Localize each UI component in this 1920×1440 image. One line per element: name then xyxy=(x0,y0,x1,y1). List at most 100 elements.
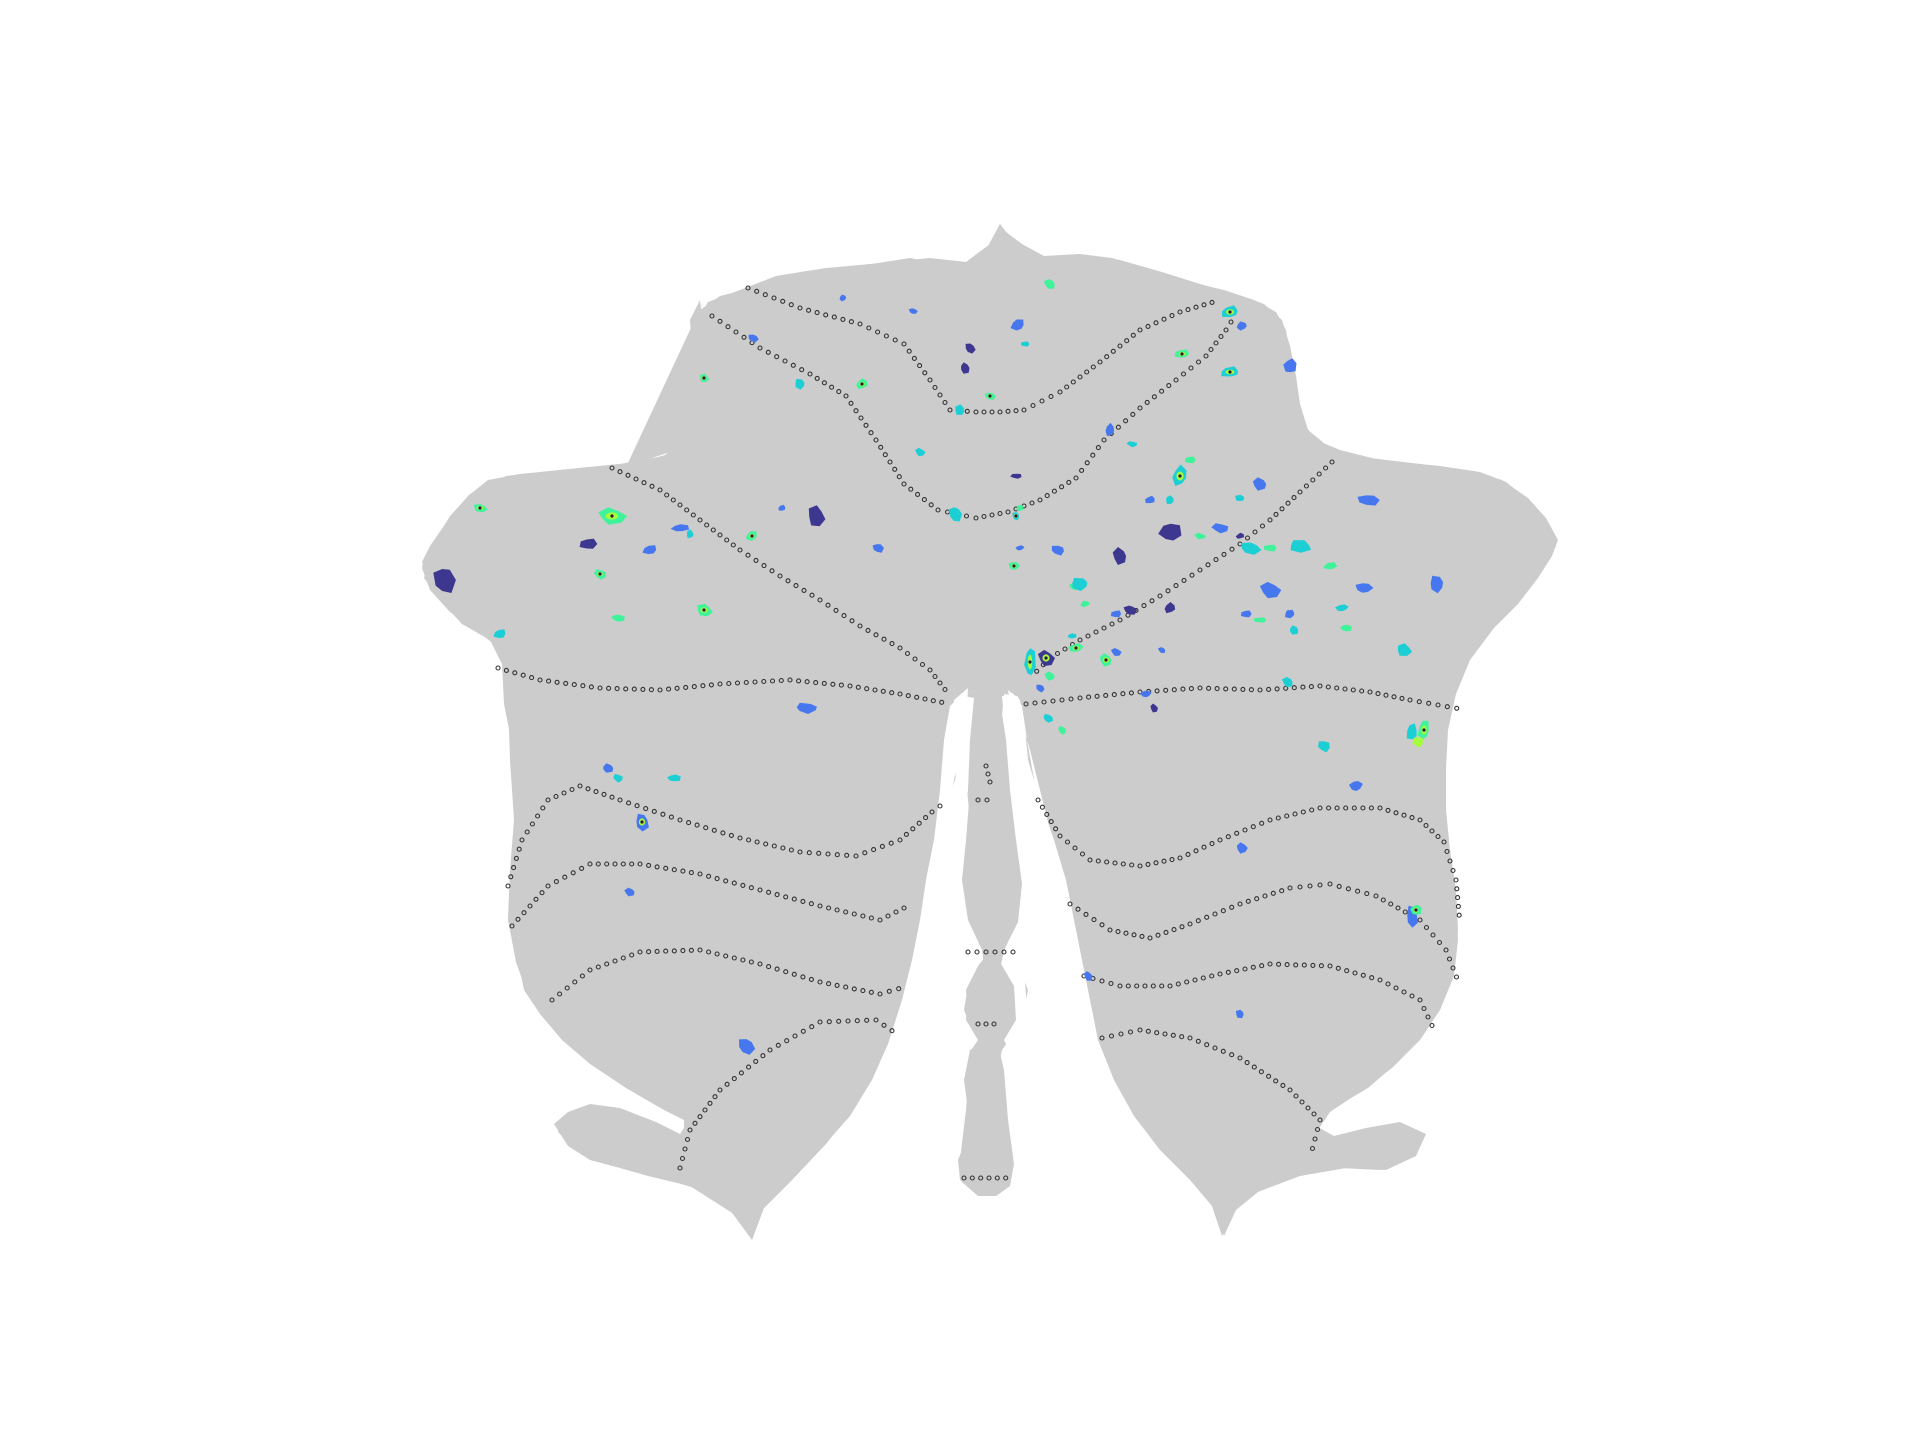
boundary-dot xyxy=(903,831,909,837)
boundary-dot xyxy=(663,948,669,954)
boundary-dot xyxy=(905,693,911,699)
boundary-dot xyxy=(1084,369,1090,375)
activation-cluster xyxy=(1083,971,1093,981)
boundary-dot xyxy=(1010,949,1016,955)
boundary-dot xyxy=(791,971,797,977)
boundary-dot xyxy=(1197,567,1203,573)
boundary-dot xyxy=(806,307,812,313)
boundary-dot xyxy=(765,349,771,355)
boundary-dot xyxy=(888,840,894,846)
boundary-dot xyxy=(809,592,815,598)
boundary-dot xyxy=(851,986,857,992)
boundary-dot xyxy=(1245,898,1251,904)
boundary-dot xyxy=(1327,881,1333,887)
boundary-dot xyxy=(788,302,794,308)
boundary-dot xyxy=(921,497,927,503)
boundary-dot xyxy=(866,325,872,331)
boundary-dot xyxy=(1218,333,1224,340)
boundary-dot xyxy=(975,797,981,803)
boundary-dot xyxy=(580,683,586,689)
boundary-dot xyxy=(1417,817,1423,823)
boundary-dot xyxy=(1179,924,1185,930)
boundary-dot xyxy=(937,392,943,398)
boundary-dot xyxy=(633,476,639,482)
boundary-dot xyxy=(847,683,853,689)
boundary-dot xyxy=(604,861,610,867)
boundary-dot xyxy=(529,821,535,827)
boundary-dot xyxy=(1187,1035,1193,1041)
boundary-dot xyxy=(906,348,912,354)
activation-cluster xyxy=(613,774,623,783)
boundary-dot xyxy=(687,1127,693,1133)
boundary-dot xyxy=(706,873,712,879)
boundary-dot xyxy=(774,966,780,972)
boundary-dot xyxy=(1214,686,1220,692)
activation-cluster xyxy=(1412,737,1423,748)
boundary-dot xyxy=(963,513,970,519)
boundary-dot xyxy=(1097,359,1103,365)
boundary-dot xyxy=(1073,475,1079,481)
activation-cluster xyxy=(1259,581,1282,599)
boundary-dot xyxy=(1099,922,1105,928)
activation-cluster xyxy=(1072,577,1088,591)
boundary-dot xyxy=(651,808,657,814)
boundary-dot xyxy=(821,680,827,686)
boundary-dot xyxy=(927,377,933,383)
boundary-dot xyxy=(733,329,739,335)
boundary-dot xyxy=(1179,1034,1185,1040)
boundary-dot xyxy=(745,285,751,291)
activation-cluster xyxy=(1355,583,1374,593)
boundary-dot xyxy=(1173,377,1179,383)
activation-core xyxy=(640,820,644,824)
boundary-dot xyxy=(1165,588,1171,594)
boundary-dot xyxy=(728,832,734,838)
boundary-dot xyxy=(1203,353,1209,359)
boundary-dot xyxy=(1266,686,1272,692)
boundary-dot xyxy=(1250,824,1256,830)
boundary-dot xyxy=(1293,962,1299,968)
boundary-dot xyxy=(942,686,948,693)
boundary-dot xyxy=(1035,797,1041,803)
boundary-dot xyxy=(697,871,703,877)
boundary-dot xyxy=(1229,1052,1235,1058)
boundary-dot xyxy=(508,874,514,880)
boundary-dot xyxy=(985,771,991,777)
boundary-dot xyxy=(712,1094,718,1100)
vermis-strip xyxy=(960,700,1022,1196)
boundary-dot xyxy=(654,948,660,954)
boundary-dot xyxy=(1162,1031,1168,1037)
boundary-dot xyxy=(625,472,631,478)
activation-cluster xyxy=(670,524,690,532)
boundary-dot xyxy=(1041,699,1047,705)
boundary-dot xyxy=(911,355,917,361)
boundary-dot xyxy=(1240,686,1246,692)
boundary-dot xyxy=(1317,805,1323,811)
activation-core xyxy=(988,394,992,398)
boundary-dot xyxy=(1101,437,1107,443)
boundary-dot xyxy=(1273,1078,1279,1084)
boundary-dot xyxy=(706,949,712,955)
boundary-dot xyxy=(609,465,615,471)
boundary-dot xyxy=(648,687,654,693)
boundary-dot xyxy=(791,896,797,902)
activation-cluster xyxy=(579,538,598,549)
boundary-dot xyxy=(1083,911,1089,917)
activation-cluster xyxy=(1036,684,1045,693)
vermis-gap-2 xyxy=(1012,692,1060,870)
boundary-dot xyxy=(1345,886,1351,892)
boundary-dot xyxy=(1021,407,1027,413)
boundary-dot xyxy=(1455,903,1461,909)
boundary-dot xyxy=(1335,965,1341,971)
boundary-dot xyxy=(1351,805,1357,811)
boundary-dot xyxy=(1444,704,1450,710)
boundary-dot xyxy=(754,839,760,845)
boundary-dot xyxy=(883,333,889,339)
boundary-dot xyxy=(1117,343,1123,349)
boundary-dot xyxy=(1423,822,1429,829)
boundary-dot xyxy=(1250,964,1256,970)
boundary-dot xyxy=(780,298,786,304)
boundary-dot xyxy=(612,861,618,867)
boundary-dot xyxy=(806,850,812,856)
boundary-dot xyxy=(1120,691,1126,697)
boundary-dot xyxy=(800,898,806,904)
